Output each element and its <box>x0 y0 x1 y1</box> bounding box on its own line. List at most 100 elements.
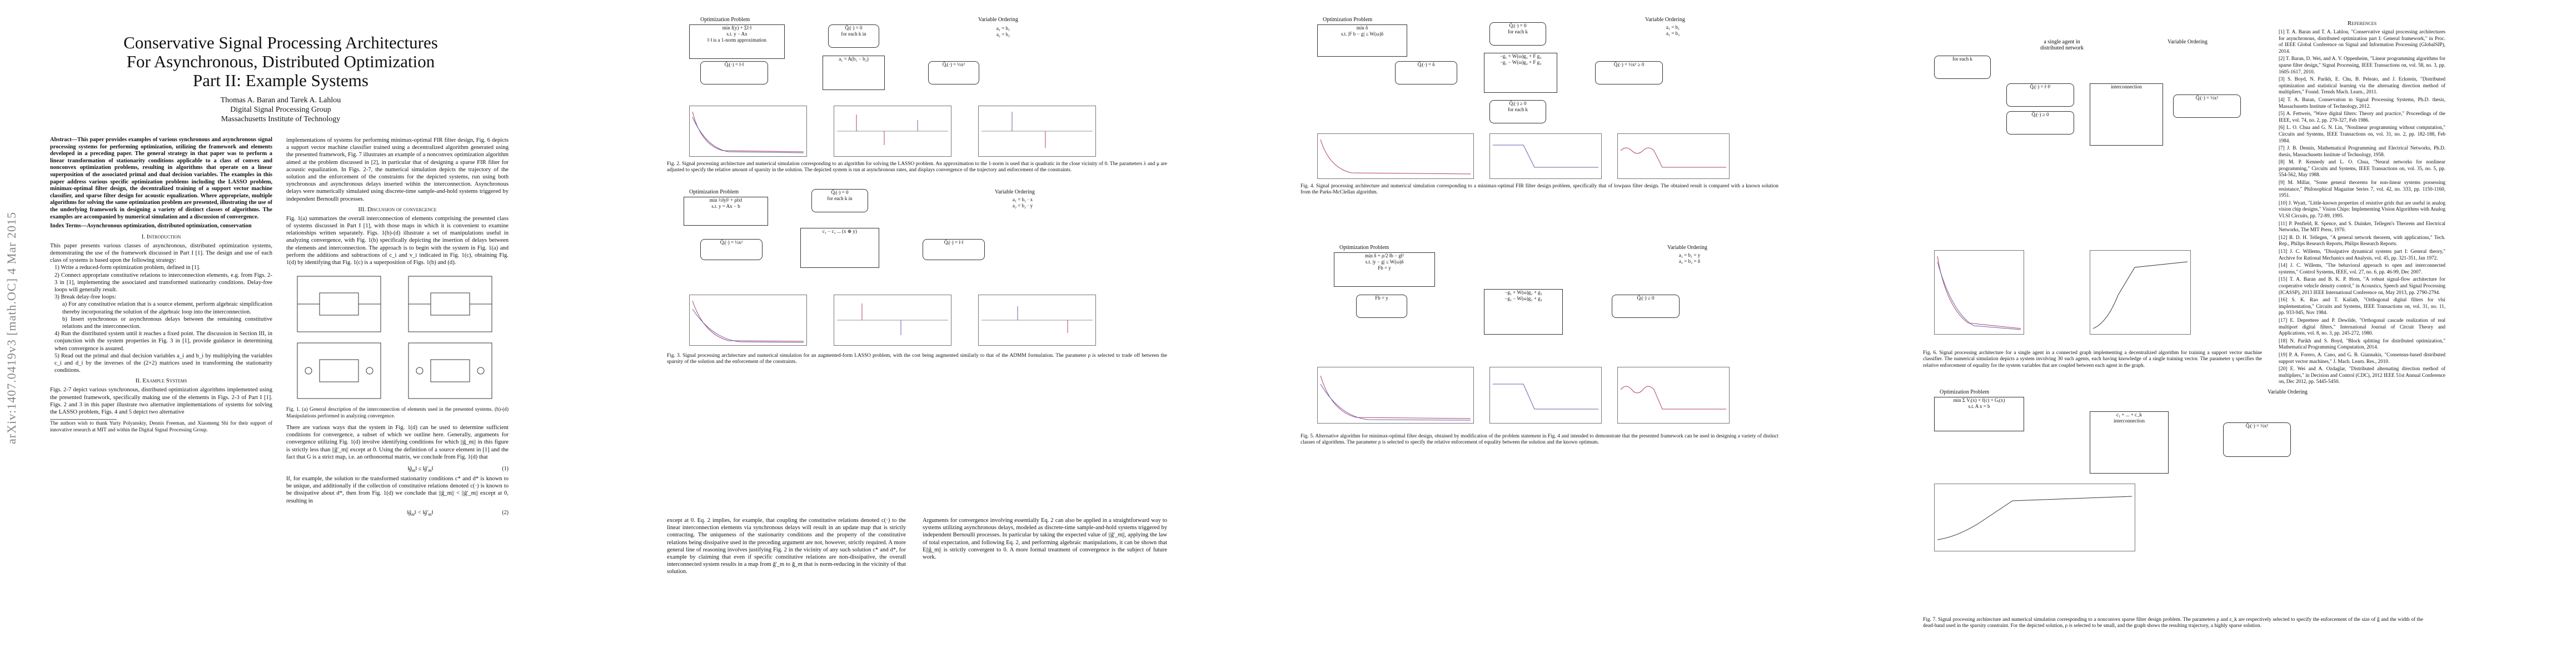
fig6-plot <box>1934 250 2024 335</box>
page-1: arXiv:1407.0419v3 [math.OC] 4 Mar 2015 C… <box>0 0 556 667</box>
paper-title: Conservative Signal Processing Architect… <box>50 33 511 90</box>
col2-paragraph-3: There are various ways that the system i… <box>286 425 509 460</box>
fig7-element-right: Q̄ᵢ(·) = ½x² <box>2223 422 2291 457</box>
fig5-element-center: −g₁ + W(ω)g₂ + g₃ −g₁ − W(ω)g₂ + g₃ <box>1484 289 1563 335</box>
figure-6-caption: Fig. 6. Signal processing architecture f… <box>1923 350 2262 369</box>
fig3-var-box: a₁ = b₁ · x a₂ = b₂ · y <box>1000 197 1045 225</box>
page-4: a single agent in distributed network Va… <box>1901 0 2457 667</box>
step-4: 4) Run the distributed system until it r… <box>54 331 272 352</box>
fig2-element-top: Q̄ᵢ(·) = 0 for each k in <box>828 24 879 48</box>
reference-item: [3] S. Boyd, N. Parikh, E. Chu, B. Pelea… <box>2279 76 2445 95</box>
fig4-var-ordering-label: Variable Ordering <box>1645 17 1685 23</box>
figure-5-caption: Fig. 5. Alternative algorithm for minima… <box>1301 434 1778 446</box>
fig7-problem-box: min Σ Vᵢ(x) + f(c) + Gᵢ(x) s.t. A x = b <box>1934 397 2024 431</box>
reference-item: [17] E. Deprettere and P. Dewilde, "Orth… <box>2279 317 2445 336</box>
fig3-element-right: Q̄ᵢ(·) = ‖·‖ <box>923 239 985 260</box>
fig3-plot-left <box>689 295 807 346</box>
affiliation-2: Massachusetts Institute of Technology <box>221 115 341 123</box>
reference-item: [10] J. Wyatt, "Little-known properties … <box>2279 200 2445 219</box>
page-2: Optimization Problem min f(y) + Σ‖·‖ s.t.… <box>645 0 1200 667</box>
col3-paragraph-1: except at 0. Eq. 2 implies, for example,… <box>667 517 906 575</box>
fig5-plot-right <box>1617 367 1730 424</box>
figure-2-caption: Fig. 2. Signal processing architecture a… <box>667 161 1167 173</box>
figure-7-caption: Fig. 7. Signal processing architecture a… <box>1923 617 2423 629</box>
reference-item: [5] A. Fettweis, "Wave digital filters: … <box>2279 111 2445 123</box>
equation-2-number: (2) <box>502 509 509 516</box>
index-terms: Index Terms—Asynchronous optimization, d… <box>50 223 252 230</box>
fig2-element-right: Q̄ᵢ(·) = ½x² <box>928 61 979 84</box>
reference-item: [2] T. Baran, D. Wei, and A. V. Oppenhei… <box>2279 56 2445 74</box>
figure-4-caption: Fig. 4. Signal processing architecture a… <box>1301 183 1778 196</box>
page2-right-column: Arguments for convergence involving esse… <box>923 517 1167 561</box>
fig6-element-2: Q̄ᵢ(·) = ‖·‖² <box>2006 83 2074 107</box>
authors: Thomas A. Baran and Tarek A. Lahlou <box>220 96 341 104</box>
fig3-element-center: c₁ − c₂ ... (x ⊕ y) <box>800 228 879 268</box>
fig2-plot-left <box>689 106 807 157</box>
references-heading: References <box>2347 20 2377 27</box>
fig5-plot-mid <box>1489 367 1602 424</box>
reference-item: [4] T. A. Baran, Conservation in Signal … <box>2279 96 2445 109</box>
fig5-plot-left <box>1317 367 1474 424</box>
title-line-2: For Asynchronous, Distributed Optimizati… <box>126 52 435 71</box>
fig4-plot-mid <box>1489 133 1602 179</box>
fig3-element-top: Q̄ᵢ(·) = 0 for each k in <box>811 189 868 212</box>
equation-2: ‖ĝm‖ < ‖ĝ′m‖ <box>407 509 434 517</box>
equation-1: ‖ĝm‖ ≤ ‖ĝ′m‖ <box>407 466 434 474</box>
examples-paragraph: Figs. 2-7 depict various synchronous, di… <box>50 387 272 415</box>
reference-item: [18] N. Parikh and S. Boyd, "Block split… <box>2279 337 2445 350</box>
intro-paragraph: This paper presents various classes of a… <box>50 242 272 264</box>
fig6-var-ordering-label: Variable Ordering <box>2168 39 2208 45</box>
page1-right-column: implementations of systems for performin… <box>286 137 509 519</box>
abstract: Abstract—This paper provides examples of… <box>50 137 272 220</box>
step-3b: b) Insert synchronous or asynchronous de… <box>62 316 272 330</box>
reference-item: [16] S. K. Rao and T. Kailath, "Orthogon… <box>2279 297 2445 316</box>
fig3-plot-right <box>978 295 1096 346</box>
section-3-heading: III. Discussion of convergence <box>358 206 437 213</box>
fig2-opt-problem-label: Optimization Problem <box>700 17 750 23</box>
fig5-var-ordering-label: Variable Ordering <box>1667 245 1707 251</box>
reference-item: [19] P. A. Forero, A. Cano, and G. B. Gi… <box>2279 351 2445 364</box>
fig4-plot-right <box>1617 133 1730 179</box>
fig5-opt-problem-label: Optimization Problem <box>1339 245 1389 251</box>
fig7-opt-problem-label: Optimization Problem <box>1940 389 1990 395</box>
fig5-element-right: Q̄ᵢ(·) ≥ 0 <box>1612 295 1680 318</box>
figure-3-caption: Fig. 3. Signal processing architecture a… <box>667 353 1167 365</box>
fig2-var-ordering-label: Variable Ordering <box>978 17 1018 23</box>
arxiv-stamp: arXiv:1407.0419v3 [math.OC] 4 Mar 2015 <box>4 211 18 445</box>
step-3a: a) For any constitutive relation that is… <box>62 301 272 315</box>
fig2-var-box: a₁ = b₁ a₂ = b₂ <box>984 26 1023 48</box>
fig6-element-5: Q̄ᵢ(·) = ½x² <box>2173 94 2241 118</box>
step-5: 5) Read out the primal and dual decision… <box>54 352 272 374</box>
fig2-element-left: Q̄ᵢ(·) = ‖·‖ <box>700 61 768 84</box>
fig2-element-center: a₁ = A(b₁ − b₂) <box>823 56 885 90</box>
fig6-element-4: interconnection <box>2090 83 2163 146</box>
col2-paragraph-4: If, for example, the solution to the tra… <box>286 476 509 504</box>
fig3-plot-mid <box>834 295 951 346</box>
reference-item: [12] B. D. H. Tellegen, "A general netwo… <box>2279 234 2445 247</box>
fig7-element-center: c₁ + ... + c_k interconnection <box>2090 411 2169 474</box>
fig4-element-left: Q̄ᵢ(·) = δ <box>1395 61 1457 84</box>
fig6-single-agent-label: a single agent in distributed network <box>2040 39 2084 51</box>
fig3-var-ordering-label: Variable Ordering <box>995 189 1035 195</box>
fig1b-block <box>408 276 492 332</box>
fig4-opt-problem-label: Optimization Problem <box>1323 17 1373 23</box>
fig1d-block <box>408 342 492 399</box>
affiliation-1: Digital Signal Processing Group <box>230 106 331 114</box>
fig4-problem-box: min δ s.t. |F b − g| ≤ W(ω)δ <box>1317 24 1407 57</box>
fig4-element-bottom: Q̄ᵢ(·) ≥ 0 for each k <box>1489 100 1546 123</box>
fig4-element-right: Q̄ᵢ(·) = ½x² ≥ 0 <box>1595 61 1663 84</box>
references-list: [1] T. A. Baran and T. A. Lahlou, "Conse… <box>2279 29 2445 385</box>
step-2: 2) Connect appropriate constitutive rela… <box>54 272 272 293</box>
fig4-element-center: −g₁ + W(ω)g₂ + F g₃ −g₁ − W(ω)g₂ + F g₃ <box>1484 53 1557 93</box>
section-2-heading: II. Example Systems <box>135 377 187 385</box>
footnote-rule <box>50 419 117 420</box>
fig7-var-ordering-label: Variable Ordering <box>2268 389 2308 395</box>
fig4-var-box: a₁ = b₁ a₂ = b₂ <box>1651 24 1695 47</box>
fig1c-block <box>297 342 381 399</box>
reference-item: [8] M. P. Kennedy and L. O. Chua, "Neura… <box>2279 159 2445 178</box>
title-line-1: Conservative Signal Processing Architect… <box>123 33 438 52</box>
col3-paragraph-2: Arguments for convergence involving esse… <box>923 517 1167 561</box>
fig5-element-left: Fb = y <box>1356 295 1407 318</box>
reference-item: [15] T. A. Baran and B. K. P. Horn, "A r… <box>2279 276 2445 295</box>
fig2-problem-box: min f(y) + Σ‖·‖ s.t. y − Ax ‖·‖ is a 1-nor… <box>689 24 785 59</box>
